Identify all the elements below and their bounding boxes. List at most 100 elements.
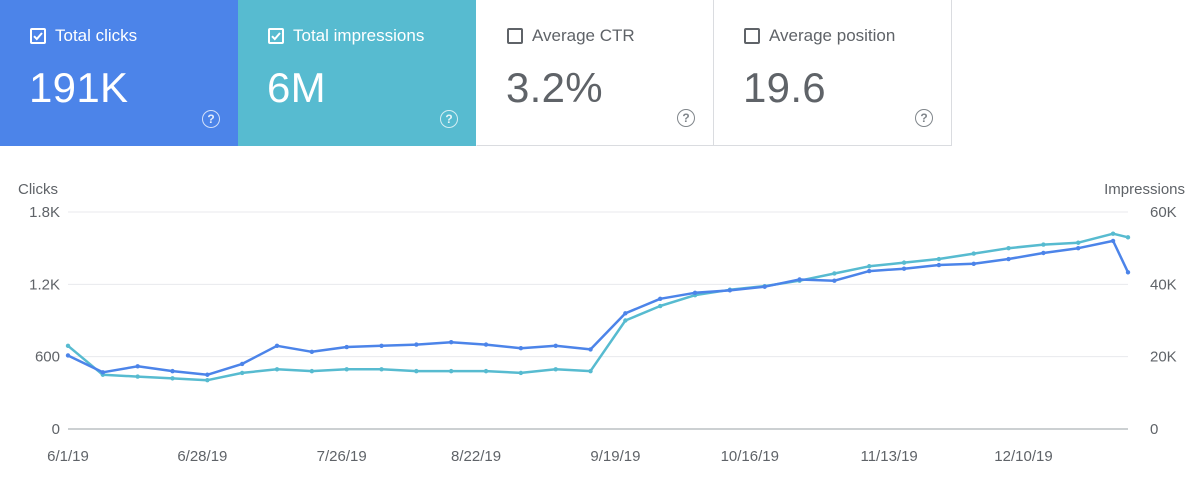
y-axis-right-ticks: 0 20K 40K 60K — [1150, 204, 1177, 438]
grid — [68, 211, 1128, 430]
data-point-clicks — [344, 344, 349, 350]
data-point-clicks — [797, 277, 802, 282]
help-icon[interactable]: ? — [915, 109, 933, 127]
card-value: 6M — [267, 64, 326, 111]
data-point-impressions — [867, 264, 872, 269]
y-right-tick-label: 60K — [1150, 204, 1177, 221]
data-point-clicks — [414, 342, 419, 347]
data-point-impressions — [518, 370, 524, 376]
data-point-impressions — [1041, 242, 1046, 247]
data-point-impressions — [274, 367, 280, 372]
card-total-impressions[interactable]: Total impressions 6M ? — [238, 0, 476, 146]
data-point-impressions — [1006, 245, 1011, 251]
data-point-clicks — [239, 361, 245, 367]
data-point-impressions — [205, 377, 210, 383]
data-point-clicks — [100, 370, 106, 375]
data-point-clicks — [1110, 238, 1116, 244]
data-point-clicks — [867, 268, 872, 274]
data-point-clicks — [170, 368, 175, 374]
data-point-clicks — [1041, 250, 1046, 256]
card-label: Total clicks — [55, 26, 138, 45]
card-value: 3.2% — [506, 64, 603, 111]
data-point-impressions — [1076, 240, 1081, 245]
data-point-clicks — [588, 347, 593, 352]
x-tick-label: 6/1/19 — [47, 448, 89, 465]
data-point-impressions — [239, 370, 245, 376]
x-axis-ticks: 6/1/19 6/28/19 7/26/19 8/22/19 9/19/19 10/16/… — [47, 448, 1053, 465]
data-point-clicks — [658, 296, 663, 301]
data-point-impressions — [344, 367, 349, 372]
y-axis-right-label: Impressions — [1104, 181, 1185, 198]
series-line-clicks — [67, 239, 1130, 377]
data-point-clicks — [936, 262, 942, 268]
y-right-tick-label: 0 — [1150, 421, 1158, 438]
checkbox-checked-icon[interactable] — [268, 28, 284, 44]
y-axis-left-ticks: 0 600 1.2K 1.8K — [29, 204, 60, 438]
data-point-clicks — [379, 343, 384, 349]
data-point-clicks — [65, 353, 71, 358]
x-tick-label: 8/22/19 — [451, 448, 501, 465]
y-axis-left-label: Clicks — [18, 181, 58, 198]
y-right-tick-label: 20K — [1150, 349, 1177, 366]
checkbox-checked-icon[interactable] — [30, 28, 46, 44]
data-point-impressions — [553, 367, 558, 372]
card-average-position[interactable]: Average position 19.6 ? — [714, 0, 952, 146]
data-point-impressions — [832, 271, 837, 276]
x-tick-label: 11/13/19 — [860, 448, 917, 465]
data-point-clicks — [309, 349, 315, 355]
data-point-clicks — [135, 364, 140, 369]
help-icon[interactable]: ? — [202, 110, 220, 128]
data-point-impressions — [971, 251, 976, 256]
data-point-clicks — [692, 290, 698, 295]
card-average-ctr[interactable]: Average CTR 3.2% ? — [476, 0, 714, 146]
data-point-impressions — [658, 303, 663, 309]
card-header: Total impressions — [268, 26, 424, 46]
data-point-clicks — [274, 343, 280, 349]
data-point-impressions — [1110, 231, 1116, 236]
card-value: 19.6 — [743, 64, 826, 111]
data-point-impressions — [414, 368, 419, 374]
help-icon[interactable]: ? — [440, 110, 458, 128]
x-tick-label: 9/19/19 — [590, 448, 640, 465]
card-value: 191K — [29, 64, 129, 111]
data-point-impressions — [170, 376, 175, 381]
data-point-clicks — [727, 288, 733, 293]
data-point-clicks — [553, 343, 558, 349]
data-point-impressions — [309, 368, 315, 374]
performance-chart[interactable]: Clicks Impressions 0 600 1.2K 1.8K 0 20K 40K 6… — [0, 170, 1200, 500]
checkbox-unchecked-icon[interactable] — [507, 28, 523, 44]
card-header: Average position — [744, 26, 895, 46]
data-point-clicks — [901, 266, 907, 271]
x-tick-label: 6/28/19 — [177, 448, 227, 465]
data-point-impressions — [483, 368, 489, 374]
card-total-clicks[interactable]: Total clicks 191K ? — [0, 0, 238, 146]
data-point-clicks — [518, 346, 524, 351]
data-point-impressions — [65, 343, 71, 349]
data-point-clicks — [1125, 270, 1131, 275]
card-header: Average CTR — [507, 26, 635, 46]
x-tick-label: 12/10/19 — [994, 448, 1052, 465]
card-label: Average position — [769, 26, 896, 45]
data-point-clicks — [205, 372, 210, 377]
y-left-tick-label: 1.2K — [29, 276, 60, 293]
data-point-impressions — [588, 368, 593, 374]
data-point-impressions — [901, 260, 907, 265]
data-point-clicks — [623, 311, 628, 316]
data-point-clicks — [762, 284, 767, 289]
y-left-tick-label: 0 — [52, 421, 60, 438]
card-header: Total clicks — [30, 26, 137, 46]
y-right-tick-label: 40K — [1150, 276, 1177, 293]
data-point-clicks — [1076, 245, 1081, 251]
help-icon[interactable]: ? — [677, 109, 695, 127]
x-tick-label: 10/16/19 — [721, 448, 779, 465]
series-line-impressions — [67, 232, 1129, 382]
data-point-clicks — [1006, 256, 1011, 262]
data-point-impressions — [1125, 235, 1131, 240]
checkbox-unchecked-icon[interactable] — [744, 28, 760, 44]
data-point-impressions — [623, 318, 628, 323]
data-point-clicks — [483, 342, 489, 347]
data-point-impressions — [379, 367, 384, 372]
metric-cards: Total clicks 191K ? Total impressions 6M… — [0, 0, 953, 146]
x-tick-label: 7/26/19 — [317, 448, 367, 465]
data-point-impressions — [448, 368, 454, 374]
